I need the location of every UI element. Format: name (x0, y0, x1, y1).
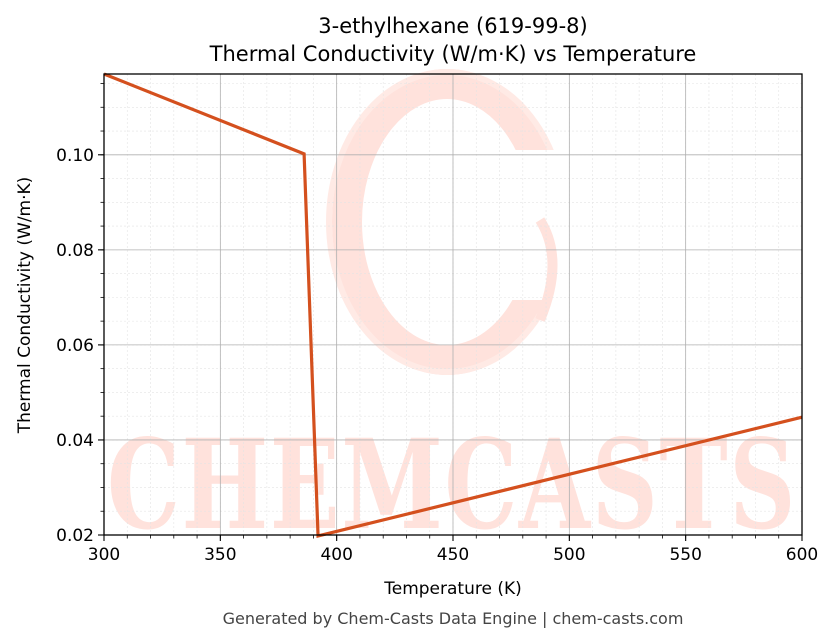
y-tick-labels: 0.02 0.04 0.06 0.08 0.10 (56, 146, 94, 546)
series-line (103, 72, 803, 538)
y-tick-label: 0.08 (56, 241, 94, 261)
y-tick-label: 0.04 (56, 431, 94, 451)
x-tick-labels: 300 350 400 450 500 550 600 (88, 545, 818, 565)
y-tick-label: 0.06 (56, 336, 94, 356)
x-tick-label: 400 (320, 545, 352, 565)
x-axis-label: Temperature (K) (383, 579, 522, 599)
x-tick-label: 350 (204, 545, 236, 565)
watermark: CHEMCASTS (107, 69, 797, 558)
x-tick-label: 300 (88, 545, 120, 565)
y-axis-label: Thermal Conductivity (W/m·K) (15, 177, 35, 435)
x-tick-label: 500 (553, 545, 585, 565)
watermark-text: CHEMCASTS (107, 413, 797, 558)
series-layer (103, 72, 803, 538)
y-tick-label: 0.10 (56, 146, 94, 166)
x-tick-label: 600 (786, 545, 818, 565)
footer-credit: Generated by Chem-Casts Data Engine | ch… (223, 609, 684, 628)
watermark-logo-ring (326, 69, 580, 375)
axis-ticks (98, 83, 803, 541)
x-tick-label: 550 (669, 545, 701, 565)
y-tick-label: 0.02 (56, 526, 94, 546)
x-tick-label: 450 (437, 545, 469, 565)
chart-title: 3-ethylhexane (619-99-8) (318, 14, 587, 38)
chart-subtitle: Thermal Conductivity (W/m·K) vs Temperat… (209, 42, 697, 66)
